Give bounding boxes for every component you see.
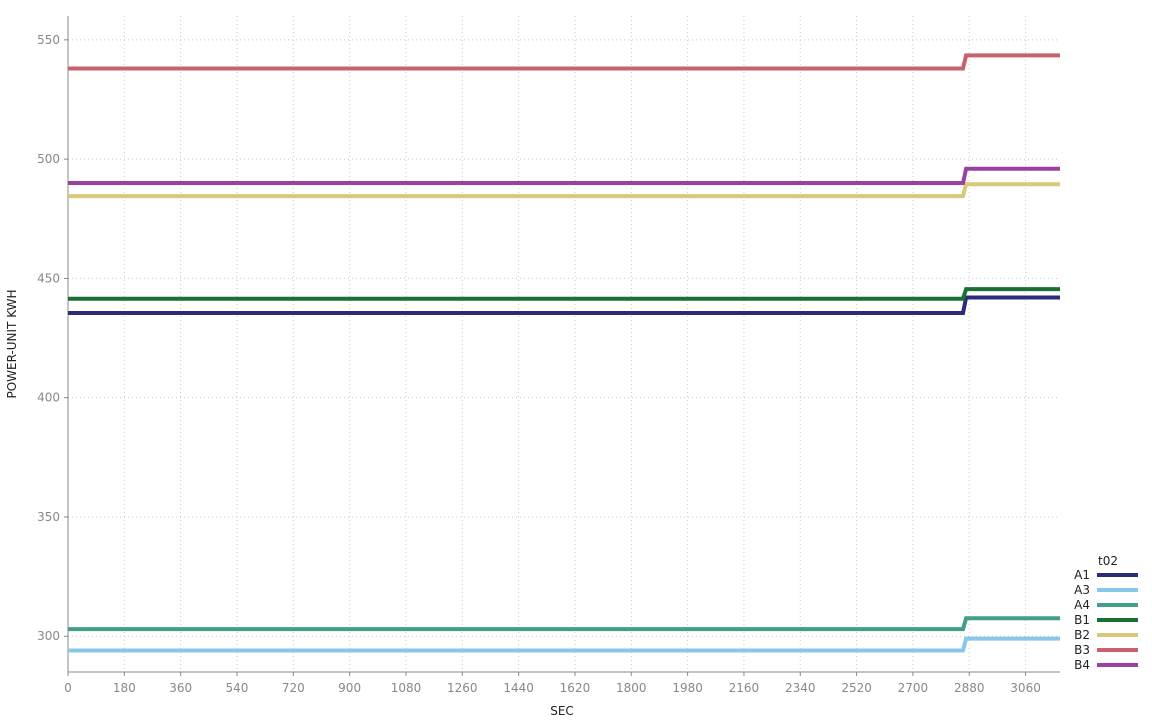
series-line-a3 — [68, 636, 1060, 653]
x-tick-label: 1440 — [503, 681, 534, 695]
x-tick-label: 360 — [169, 681, 192, 695]
x-tick-label: 540 — [226, 681, 249, 695]
series-line-b4 — [68, 166, 1060, 185]
grid — [68, 16, 1060, 672]
legend-label-a3: A3 — [1074, 583, 1090, 597]
series-line-a1 — [68, 295, 1060, 315]
series-lines — [68, 53, 1060, 653]
legend-label-b2: B2 — [1074, 628, 1090, 642]
x-tick-label: 2700 — [898, 681, 929, 695]
y-tick-label: 400 — [37, 391, 60, 405]
x-tick-label: 2880 — [954, 681, 985, 695]
x-tick-label: 1980 — [672, 681, 703, 695]
axes — [67, 16, 1060, 673]
series-line-b3 — [68, 53, 1060, 71]
legend-title: t02 — [1098, 554, 1118, 568]
y-axis-ticks: 300 350 400 450 500 550 — [37, 33, 68, 643]
x-tick-label: 0 — [64, 681, 72, 695]
x-tick-label: 2520 — [841, 681, 872, 695]
y-axis-label: POWER-UNIT KWH — [5, 289, 19, 398]
x-tick-label: 180 — [113, 681, 136, 695]
x-tick-label: 1620 — [560, 681, 591, 695]
y-tick-label: 450 — [37, 271, 60, 285]
y-tick-label: 500 — [37, 152, 60, 166]
y-tick-label: 550 — [37, 33, 60, 47]
x-axis-label: SEC — [550, 704, 574, 718]
legend-label-b3: B3 — [1074, 643, 1090, 657]
legend-label-a1: A1 — [1074, 568, 1090, 582]
x-tick-label: 2160 — [729, 681, 760, 695]
legend-label-b1: B1 — [1074, 613, 1090, 627]
x-tick-label: 720 — [282, 681, 305, 695]
y-tick-label: 350 — [37, 510, 60, 524]
series-line-b2 — [68, 182, 1060, 199]
x-tick-label: 1800 — [616, 681, 647, 695]
y-tick-label: 300 — [37, 629, 60, 643]
x-tick-label: 3060 — [1010, 681, 1041, 695]
x-tick-label: 2340 — [785, 681, 816, 695]
series-line-b1 — [68, 287, 1060, 301]
x-tick-label: 900 — [338, 681, 361, 695]
x-tick-label: 1260 — [447, 681, 478, 695]
legend-label-a4: A4 — [1074, 598, 1090, 612]
x-axis-ticks: 0 180 360 540 720 900 1080 1260 1440 1620 1800 1980… — [64, 672, 1041, 695]
series-line-a4 — [68, 616, 1060, 632]
x-tick-label: 1080 — [391, 681, 422, 695]
legend-label-b4: B4 — [1074, 658, 1090, 672]
